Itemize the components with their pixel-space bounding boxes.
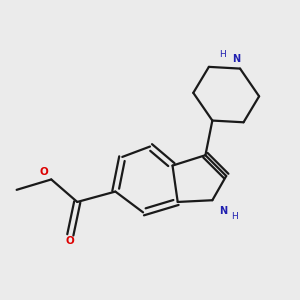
- Text: H: H: [219, 50, 226, 58]
- Text: N: N: [219, 206, 227, 216]
- Text: H: H: [232, 212, 238, 221]
- Text: O: O: [66, 236, 75, 246]
- Text: O: O: [39, 167, 48, 177]
- Text: N: N: [232, 54, 241, 64]
